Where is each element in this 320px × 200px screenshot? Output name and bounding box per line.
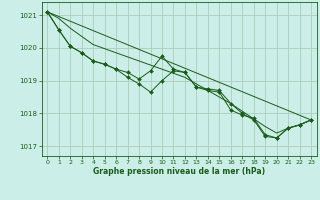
X-axis label: Graphe pression niveau de la mer (hPa): Graphe pression niveau de la mer (hPa) xyxy=(93,167,265,176)
